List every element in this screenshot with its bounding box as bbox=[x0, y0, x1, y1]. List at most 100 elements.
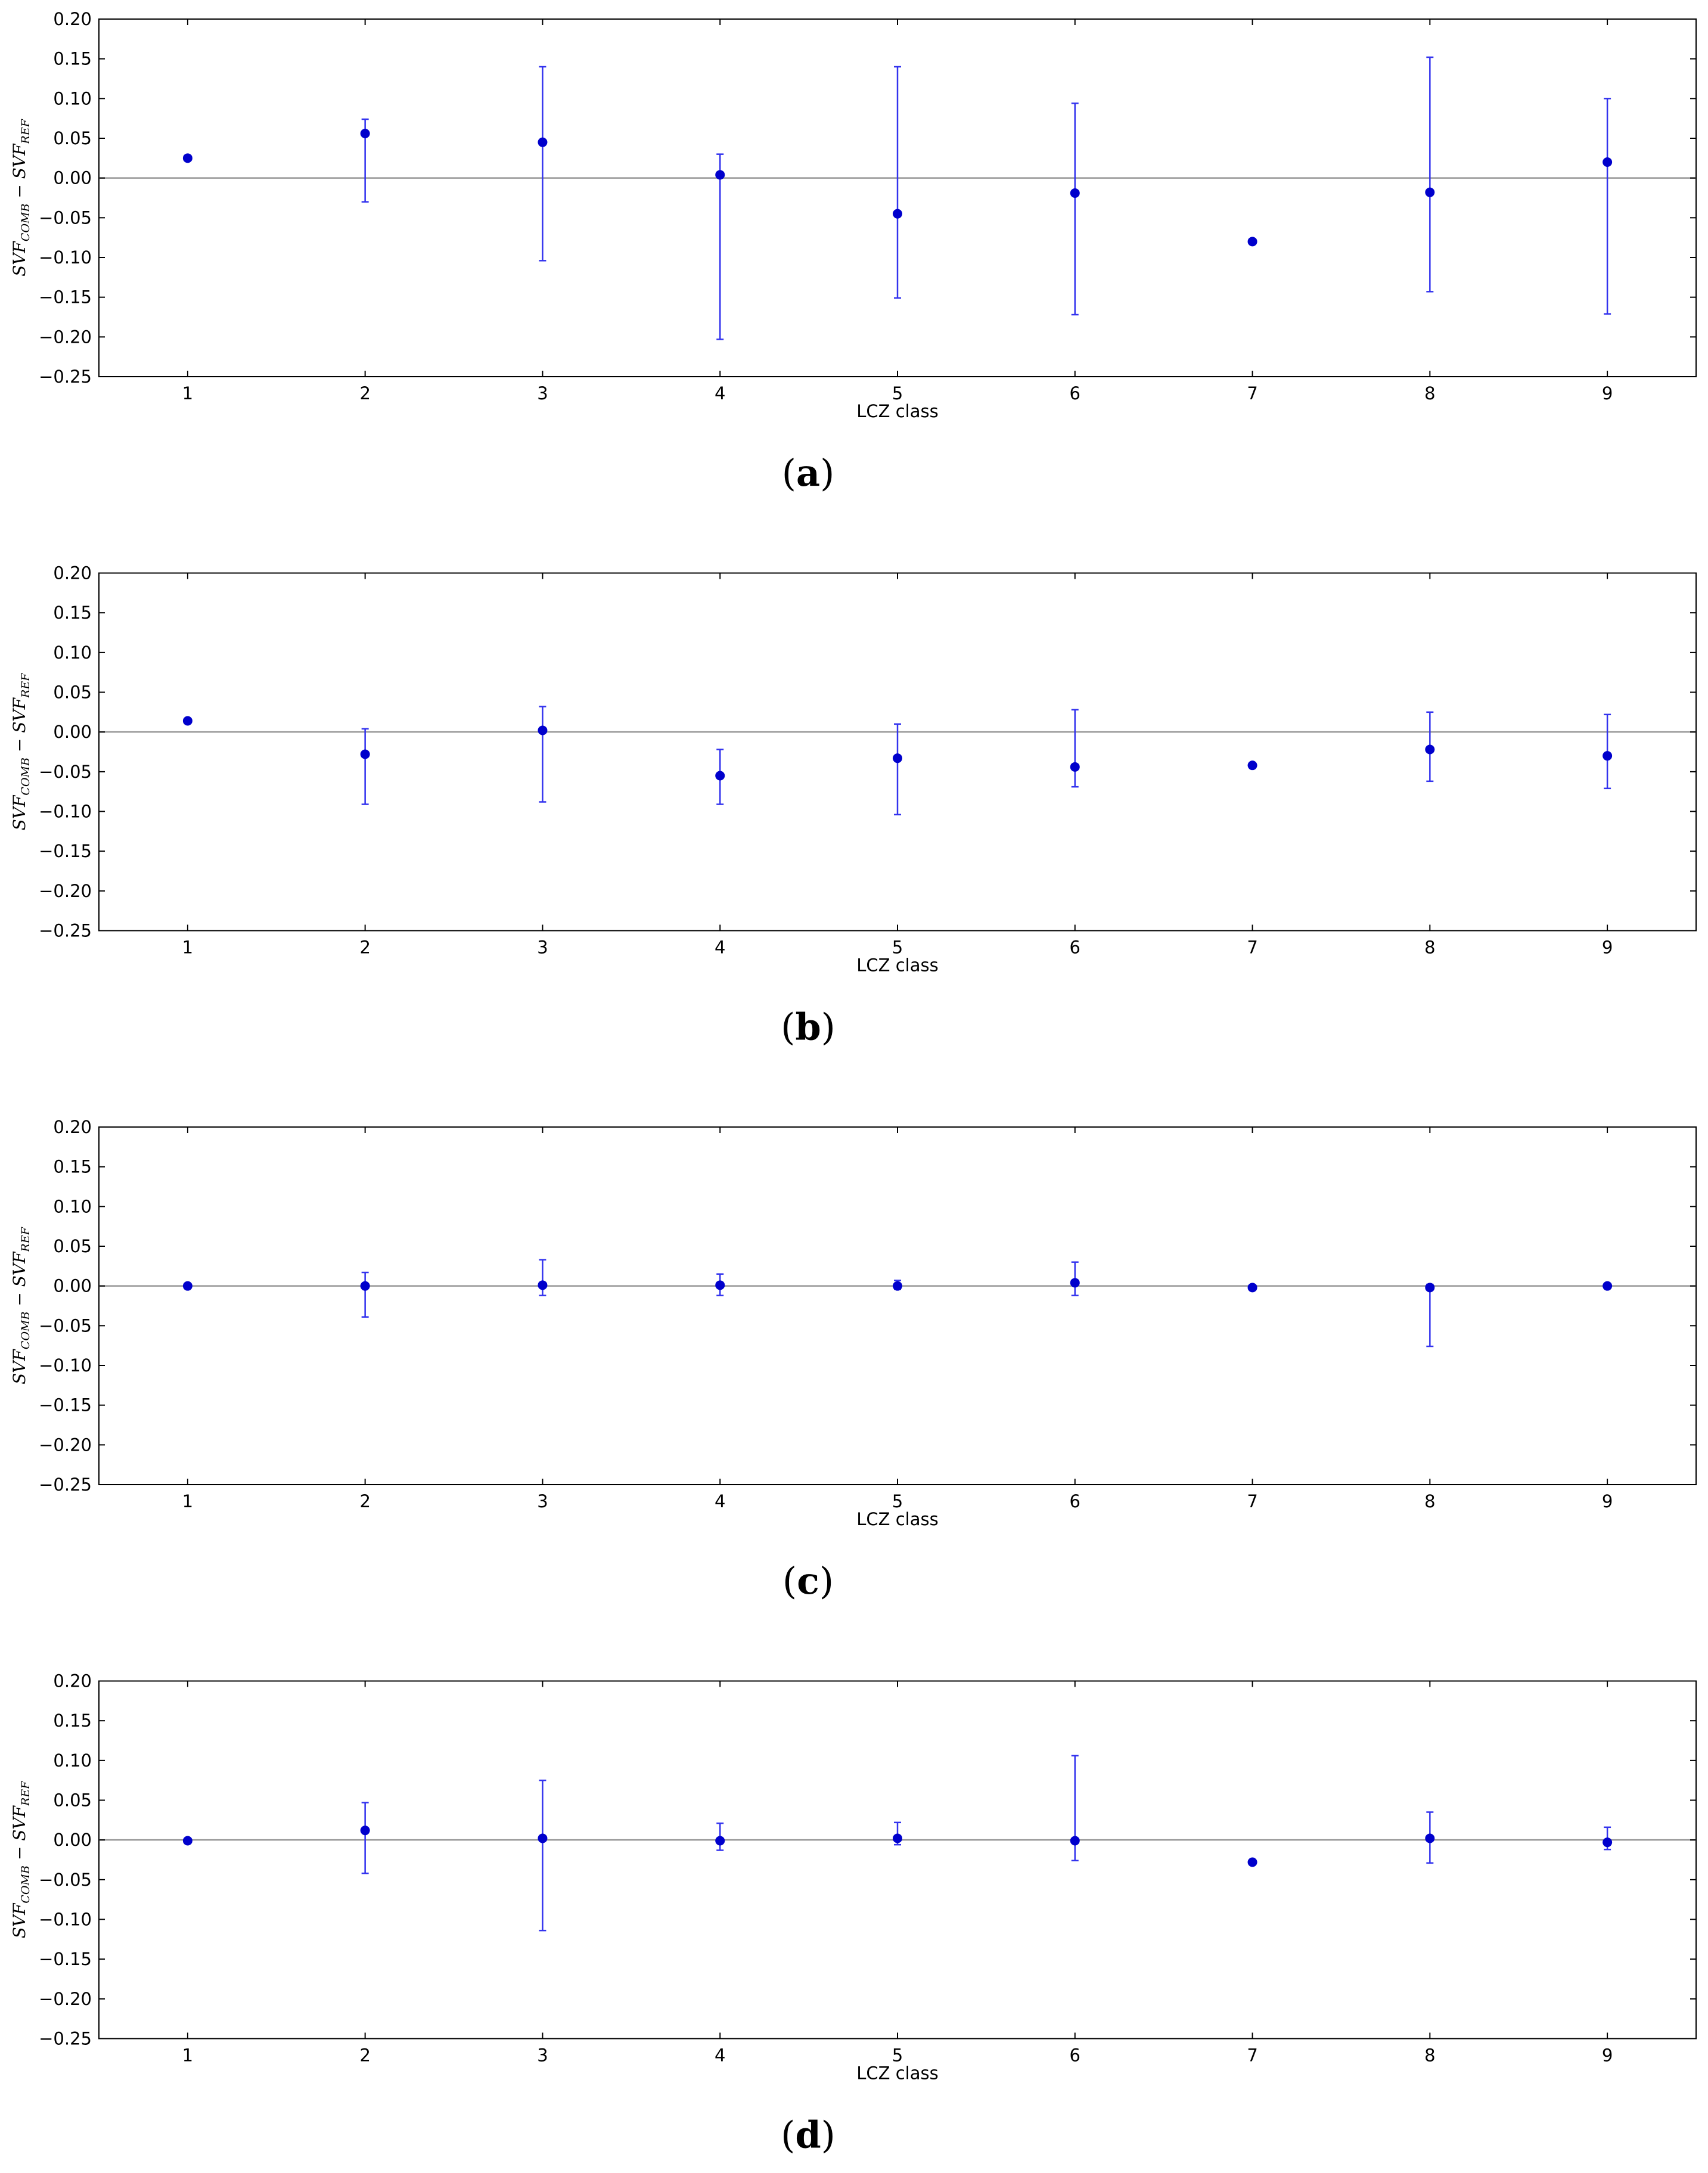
x-tick-label: 2 bbox=[359, 383, 370, 403]
data-point bbox=[360, 1826, 370, 1836]
x-tick-label: 2 bbox=[359, 1491, 370, 1511]
x-tick-label: 2 bbox=[359, 2045, 370, 2066]
y-tick-label: −0.10 bbox=[39, 1910, 92, 1930]
data-point bbox=[893, 1833, 902, 1843]
data-point bbox=[1603, 1837, 1613, 1848]
x-tick-label: 1 bbox=[182, 383, 193, 403]
x-axis-label: LCZ class bbox=[856, 955, 938, 976]
y-tick-label: 0.20 bbox=[53, 9, 92, 29]
y-tick-label: 0.10 bbox=[53, 642, 92, 663]
y-tick-label: −0.20 bbox=[39, 1989, 92, 2009]
y-axis-label-sub1: COMB bbox=[19, 1865, 32, 1904]
y-axis-label-minus: − bbox=[10, 1287, 29, 1311]
x-tick-label: 9 bbox=[1602, 1491, 1613, 1511]
panel-label-open: ( bbox=[782, 451, 796, 495]
data-point bbox=[538, 1280, 548, 1290]
y-tick-label: −0.10 bbox=[39, 247, 92, 268]
data-point bbox=[1603, 157, 1613, 167]
y-axis-label: SVFCOMB − SVFREF bbox=[10, 119, 32, 277]
y-axis-label-minus: − bbox=[10, 733, 29, 758]
x-tick-label: 8 bbox=[1424, 2045, 1435, 2066]
x-tick-label: 4 bbox=[715, 938, 725, 958]
data-point bbox=[1603, 751, 1613, 761]
data-point bbox=[1425, 1833, 1435, 1843]
y-tick-label: 0.20 bbox=[53, 563, 92, 583]
data-point bbox=[715, 170, 725, 180]
x-tick-label: 1 bbox=[182, 2045, 193, 2066]
y-axis-label-sub1: COMB bbox=[19, 204, 32, 242]
x-tick-label: 6 bbox=[1070, 938, 1080, 958]
data-point bbox=[1425, 187, 1435, 197]
y-axis-label: SVFCOMB − SVFREF bbox=[10, 1781, 32, 1939]
y-tick-label: 0.15 bbox=[53, 49, 92, 69]
data-point bbox=[893, 753, 902, 763]
y-tick-label: −0.15 bbox=[39, 1949, 92, 1969]
data-point bbox=[1247, 237, 1257, 247]
y-tick-label: 0.15 bbox=[53, 603, 92, 623]
y-tick-label: 0.05 bbox=[53, 128, 92, 148]
y-axis-label-sub1: COMB bbox=[19, 1312, 32, 1350]
chart-panel-d: −0.25−0.20−0.15−0.10−0.050.000.050.100.1… bbox=[10, 1671, 1697, 2157]
y-tick-label: 0.05 bbox=[53, 682, 92, 703]
panel-label-letter: b bbox=[795, 1005, 821, 1049]
data-point bbox=[893, 209, 902, 219]
data-point bbox=[1603, 1281, 1613, 1291]
x-tick-label: 3 bbox=[537, 2045, 548, 2066]
y-axis-label-sub2: REF bbox=[19, 119, 32, 144]
y-tick-label: −0.05 bbox=[39, 762, 92, 782]
x-axis-label: LCZ class bbox=[856, 401, 938, 421]
panel-label-close: ) bbox=[821, 1005, 836, 1049]
y-tick-label: −0.15 bbox=[39, 841, 92, 861]
x-tick-label: 5 bbox=[892, 938, 903, 958]
data-point bbox=[538, 137, 548, 147]
data-point bbox=[182, 153, 192, 163]
y-tick-label: −0.25 bbox=[39, 921, 92, 941]
y-tick-label: 0.15 bbox=[53, 1157, 92, 1177]
plot-frame bbox=[98, 1126, 1697, 1485]
x-tick-label: 5 bbox=[892, 383, 903, 403]
data-point bbox=[182, 716, 192, 726]
x-tick-label: 7 bbox=[1247, 938, 1257, 958]
y-tick-label: 0.15 bbox=[53, 1711, 92, 1731]
y-axis-label-main2: SVF bbox=[10, 1805, 29, 1840]
y-tick-label: −0.05 bbox=[39, 207, 92, 228]
x-tick-label: 8 bbox=[1424, 938, 1435, 958]
data-point bbox=[1425, 1283, 1435, 1293]
x-tick-label: 7 bbox=[1247, 383, 1257, 403]
y-axis-label-sub1: COMB bbox=[19, 758, 32, 796]
y-tick-label: −0.20 bbox=[39, 881, 92, 901]
y-tick-label: 0.00 bbox=[53, 1830, 92, 1850]
data-point bbox=[360, 1281, 370, 1291]
y-tick-label: 0.00 bbox=[53, 722, 92, 742]
y-axis-label-sub2: REF bbox=[19, 1227, 32, 1252]
panel-label-close: ) bbox=[820, 451, 834, 495]
x-tick-label: 1 bbox=[182, 1491, 193, 1511]
y-axis-label-sub2: REF bbox=[19, 1781, 32, 1806]
y-tick-label: −0.20 bbox=[39, 1435, 92, 1455]
panel-label-open: ( bbox=[781, 2113, 795, 2157]
y-tick-label: −0.15 bbox=[39, 287, 92, 308]
data-point bbox=[1247, 760, 1257, 771]
chart-panel-c: −0.25−0.20−0.15−0.10−0.050.000.050.100.1… bbox=[10, 1117, 1697, 1603]
y-axis-label: SVFCOMB − SVFREF bbox=[10, 1227, 32, 1384]
x-tick-label: 7 bbox=[1247, 1491, 1257, 1511]
data-point bbox=[1070, 1836, 1080, 1846]
data-point bbox=[715, 771, 725, 781]
y-tick-label: −0.05 bbox=[39, 1870, 92, 1890]
panel-label-letter: a bbox=[796, 451, 820, 495]
y-tick-label: 0.20 bbox=[53, 1117, 92, 1137]
data-point bbox=[1247, 1857, 1257, 1867]
data-point bbox=[538, 725, 548, 735]
data-point bbox=[1247, 1283, 1257, 1293]
data-point bbox=[1425, 744, 1435, 755]
x-tick-label: 3 bbox=[537, 383, 548, 403]
x-tick-label: 9 bbox=[1602, 383, 1613, 403]
x-tick-label: 7 bbox=[1247, 2045, 1257, 2066]
x-tick-label: 1 bbox=[182, 938, 193, 958]
y-axis-label-main1: SVF bbox=[10, 794, 29, 830]
y-axis-label-main2: SVF bbox=[10, 697, 29, 732]
y-axis-label-main1: SVF bbox=[10, 1349, 29, 1384]
y-tick-label: −0.25 bbox=[39, 367, 92, 387]
y-tick-label: −0.15 bbox=[39, 1395, 92, 1415]
